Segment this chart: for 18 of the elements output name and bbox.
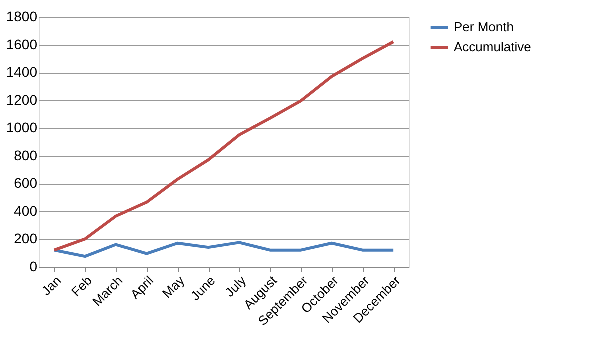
y-tick-label: 200 (14, 230, 38, 247)
y-tick-label: 400 (14, 202, 38, 219)
line-series (52, 40, 396, 252)
x-tick-label: Jan (38, 273, 64, 299)
y-tick-label: 1400 (6, 64, 38, 80)
y-tick-label: 800 (14, 147, 38, 164)
y-tick-label: 1200 (6, 92, 38, 108)
x-tick-label: Feb (68, 273, 95, 300)
x-tick-label: May (159, 272, 188, 302)
y-tick-label: 0 (30, 258, 38, 274)
y-tick-label: 1000 (6, 120, 38, 136)
legend-label: Per Month (454, 20, 514, 34)
legend-label: Accumulative (454, 40, 532, 54)
y-tick-label: 1800 (6, 8, 38, 24)
y-tick-label: 600 (14, 175, 38, 192)
x-tick-label: July (222, 272, 250, 300)
y-tick-label: 1600 (6, 36, 38, 52)
line-series (52, 241, 396, 258)
